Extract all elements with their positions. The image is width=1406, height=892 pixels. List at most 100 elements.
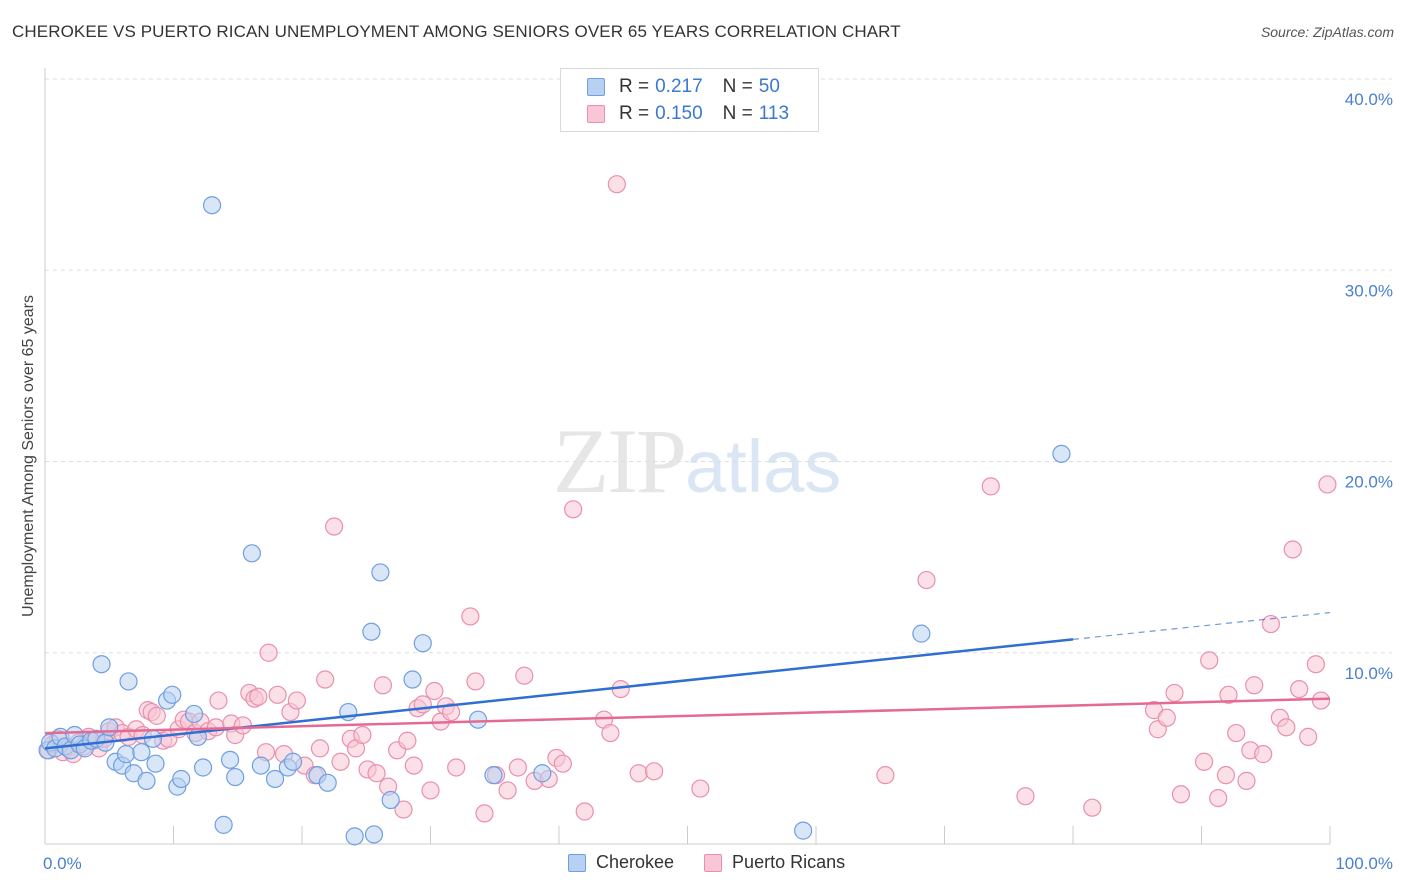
data-point (147, 706, 166, 725)
axes (44, 68, 1331, 845)
legend-r-label: R = (619, 76, 650, 97)
data-point (1171, 785, 1191, 804)
data-point (1277, 718, 1296, 737)
data-point (1052, 444, 1071, 463)
data-point (1290, 679, 1309, 699)
source-label: Source: ZipAtlas.com (1260, 24, 1394, 40)
bottom-legend-puerto-ricans: Puerto Ricans (704, 852, 845, 873)
data-point (172, 769, 191, 789)
watermark-atlas: atlas (685, 425, 842, 508)
data-point (92, 655, 111, 674)
data-point (318, 773, 337, 792)
data-point (404, 756, 423, 775)
puerto-ricans-points (39, 175, 1337, 823)
data-point (184, 704, 204, 724)
legend-n-value: 50 (758, 76, 780, 97)
data-point (220, 750, 240, 769)
data-point (917, 570, 936, 590)
data-point (316, 670, 335, 689)
data-point (403, 670, 422, 689)
data-point (1083, 798, 1102, 817)
data-point (233, 716, 252, 735)
data-point (575, 802, 594, 821)
data-point (119, 672, 138, 691)
data-point (425, 681, 444, 701)
y-tick-label: 20.0% (1345, 473, 1393, 492)
cherokee-trend-extension (1072, 611, 1331, 640)
data-point (371, 563, 390, 582)
data-point (345, 827, 364, 846)
data-point (447, 758, 466, 777)
data-point (601, 723, 620, 743)
data-point (468, 710, 488, 729)
data-point (607, 175, 626, 194)
puerto-ricans-swatch (587, 105, 605, 123)
data-point (242, 544, 261, 563)
data-point (287, 691, 306, 710)
data-point (466, 672, 485, 691)
data-point (1299, 727, 1318, 747)
bottom-legend-label: Cherokee (596, 852, 675, 872)
data-point (116, 745, 136, 764)
grid-lines (45, 78, 1392, 654)
data-point (259, 643, 278, 662)
data-point (1311, 691, 1331, 710)
legend-n-label: N = (722, 76, 753, 97)
data-point (1219, 685, 1238, 704)
data-point (202, 196, 222, 215)
data-point (132, 743, 151, 762)
data-point (146, 754, 165, 773)
data-point (353, 725, 372, 745)
data-point (629, 764, 648, 783)
data-point (644, 762, 664, 781)
legend-row-puerto-ricans: R = 0.150 N = 113 (587, 102, 789, 126)
data-point (367, 764, 386, 783)
data-point (251, 756, 270, 775)
data-point (564, 500, 583, 519)
data-point (163, 685, 182, 704)
data-point (413, 634, 432, 653)
data-point (981, 477, 1000, 496)
data-point (441, 702, 461, 722)
data-point (794, 821, 813, 840)
bottom-legend-cherokee: Cherokee (568, 852, 674, 873)
cherokee-trend-line (44, 638, 1074, 750)
data-point (1216, 766, 1236, 785)
data-point (283, 752, 303, 771)
legend: R = 0.217 N = 50 R = 0.150 N = 113 (560, 68, 819, 132)
data-point (475, 804, 494, 823)
data-point (193, 758, 213, 777)
data-point (1237, 771, 1256, 790)
data-point (1200, 651, 1219, 670)
data-point (1157, 708, 1176, 727)
data-point (1016, 787, 1035, 806)
legend-row-cherokee: R = 0.217 N = 50 (587, 75, 780, 99)
chart-title: CHEROKEE VS PUERTO RICAN UNEMPLOYMENT AM… (12, 22, 901, 41)
data-point (1283, 540, 1302, 559)
puerto-ricans-swatch (704, 853, 723, 872)
data-point (310, 739, 330, 758)
data-point (413, 695, 432, 714)
y-axis-label: Unemployment Among Seniors over 65 years (20, 295, 37, 617)
data-point (214, 815, 233, 834)
data-point (1209, 788, 1228, 808)
data-point (461, 607, 480, 626)
data-point (1318, 475, 1337, 494)
data-point (1254, 745, 1273, 764)
data-point (421, 781, 440, 800)
data-point (912, 624, 931, 643)
cherokee-points (38, 196, 1071, 846)
data-point (394, 800, 413, 819)
data-point (226, 767, 245, 787)
data-point (484, 766, 503, 785)
data-point (533, 764, 552, 783)
legend-r-value: 0.217 (655, 76, 703, 97)
data-point (1261, 614, 1280, 634)
data-point (325, 517, 344, 536)
data-point (1165, 683, 1184, 703)
trend-lines (44, 611, 1331, 750)
data-point (137, 771, 156, 790)
data-point (508, 758, 527, 777)
cherokee-swatch (568, 853, 586, 872)
data-point (691, 779, 710, 798)
